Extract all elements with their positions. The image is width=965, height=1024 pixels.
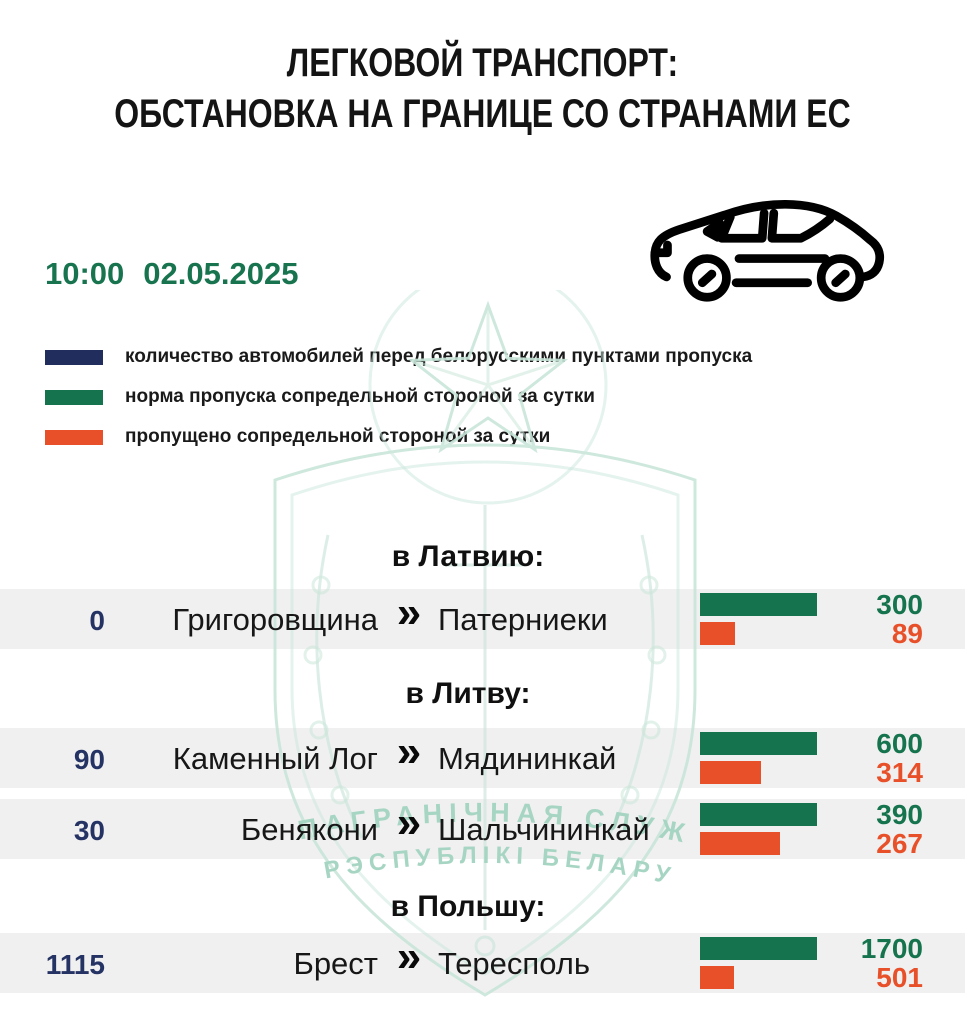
crossing-row: 1115 Брест » Тересполь 1700 501: [0, 932, 965, 993]
queue-count: 1115: [45, 949, 105, 980]
passed-value: 501: [876, 962, 923, 993]
page-title-line2: ОБСТАНОВКА НА ГРАНИЦЕ СО СТРАНАМИ ЕС: [114, 92, 851, 136]
double-chevron-icon: »: [396, 798, 422, 847]
double-chevron-icon: »: [396, 588, 422, 637]
norm-bar: [700, 803, 817, 826]
checkpoint-to: Тересполь: [438, 946, 591, 981]
passed-bar: [700, 622, 735, 645]
timestamp: 10:00 02.05.2025: [45, 256, 298, 292]
legend-item-passed: пропущено сопредельной стороной за сутки: [45, 426, 752, 447]
crossing-row-content: 30 Бенякони » Шальчининкай 390 267: [0, 798, 965, 859]
norm-value: 1700: [860, 933, 923, 964]
legend-label-norm: норма пропуска сопредельной стороной за …: [125, 386, 595, 407]
passed-value: 89: [891, 618, 923, 649]
norm-bar: [700, 937, 817, 960]
timestamp-time: 10:00: [45, 256, 125, 291]
queue-count: 0: [89, 605, 105, 636]
legend: количество автомобилей перед белорусским…: [45, 346, 753, 469]
norm-value: 300: [876, 589, 923, 620]
crossing-row: 0 Григоровщина » Патерниеки 300 89: [0, 588, 965, 649]
legend-swatch-green: [45, 389, 103, 405]
crossing-row-content: 1115 Брест » Тересполь 1700 501: [0, 932, 965, 993]
checkpoint-from: Бенякони: [240, 812, 378, 847]
norm-value: 600: [876, 728, 923, 759]
section-heading: в Латвию:: [391, 540, 545, 573]
queue-count: 90: [73, 744, 105, 775]
double-chevron-icon: »: [396, 932, 422, 981]
legend-item-norm: норма пропуска сопредельной стороной за …: [45, 386, 752, 407]
passed-bar: [700, 966, 734, 989]
crossing-row-content: 0 Григоровщина » Патерниеки 300 89: [0, 588, 965, 649]
legend-swatch-orange: [45, 429, 103, 445]
crossing-row: 90 Каменный Лог » Мядининкай 600 314: [0, 727, 965, 788]
checkpoint-from: Каменный Лог: [172, 741, 378, 776]
checkpoint-to: Шальчининкай: [438, 812, 650, 847]
passed-value: 267: [876, 828, 923, 859]
queue-count: 30: [73, 815, 105, 846]
passed-bar: [700, 761, 761, 784]
car-icon: [650, 200, 885, 302]
checkpoint-from: Брест: [293, 946, 378, 981]
checkpoint-from: Григоровщина: [172, 602, 378, 637]
passed-bar: [700, 832, 780, 855]
double-chevron-icon: »: [396, 727, 422, 776]
section-heading: в Польшу:: [390, 890, 546, 923]
checkpoint-to: Патерниеки: [438, 602, 608, 637]
crossing-row-content: 90 Каменный Лог » Мядининкай 600 314: [0, 727, 965, 788]
legend-label-queue: количество автомобилей перед белорусским…: [125, 346, 753, 367]
page-title: ЛЕГКОВОЙ ТРАНСПОРТ: ОБСТАНОВКА НА ГРАНИЦ…: [97, 38, 869, 140]
section-heading: в Литву:: [405, 677, 531, 710]
norm-bar: [700, 732, 817, 755]
crossing-row: 30 Бенякони » Шальчининкай 390 267: [0, 798, 965, 859]
legend-swatch-navy: [45, 349, 103, 365]
legend-item-queue: количество автомобилей перед белорусским…: [45, 346, 753, 367]
legend-label-passed: пропущено сопредельной стороной за сутки: [125, 426, 551, 447]
page-title-line1: ЛЕГКОВОЙ ТРАНСПОРТ:: [286, 41, 679, 85]
passed-value: 314: [876, 757, 923, 788]
norm-value: 390: [876, 799, 923, 830]
checkpoint-to: Мядининкай: [438, 741, 617, 776]
norm-bar: [700, 593, 817, 616]
timestamp-date: 02.05.2025: [143, 256, 299, 291]
